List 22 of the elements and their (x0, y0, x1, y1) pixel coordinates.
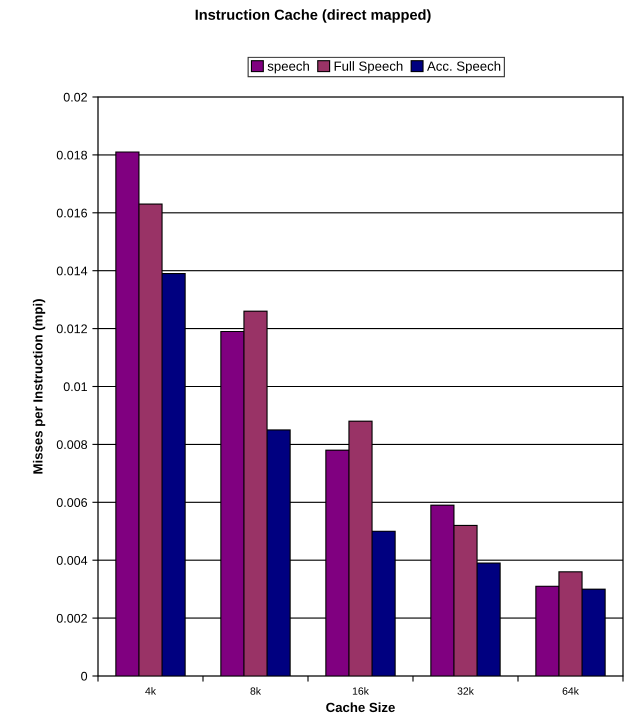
legend-label: speech (268, 61, 309, 74)
y-tick-label: 0.012 (56, 324, 87, 334)
y-tick-label: 0.008 (56, 440, 88, 450)
y-axis-title: Misses per Instruction (mpi) (32, 299, 46, 474)
x-axis-title: Cache Size (326, 702, 395, 712)
x-tick-label: 4k (145, 687, 156, 695)
y-tick-label: 0.014 (56, 266, 88, 276)
legend-label: Full Speech (334, 61, 402, 74)
y-tick-label: 0.018 (56, 150, 88, 160)
x-tick-label: 64k (562, 687, 579, 695)
y-tick-label: 0 (81, 672, 88, 681)
x-tick-label: 8k (250, 687, 262, 695)
y-tick-label: 0.006 (56, 498, 88, 507)
legend-label: Acc. Speech (427, 61, 500, 74)
y-tick-label: 0.004 (56, 556, 88, 565)
x-tick-label: 32k (458, 687, 474, 695)
x-tick-label: 16k (352, 687, 369, 695)
y-tick-label: 0.016 (56, 208, 88, 218)
y-tick-label: 0.01 (64, 382, 87, 392)
y-tick-label: 0.002 (56, 614, 87, 623)
y-tick-label: 0.02 (64, 92, 87, 102)
chart-title: Instruction Cache (direct mapped) (196, 9, 431, 23)
